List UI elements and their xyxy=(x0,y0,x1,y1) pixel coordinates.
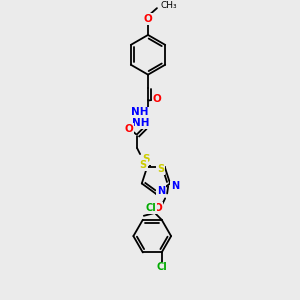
Text: N: N xyxy=(157,186,165,196)
Text: S: S xyxy=(157,164,164,174)
Text: N: N xyxy=(171,182,179,191)
Text: S: S xyxy=(140,160,147,170)
Text: S: S xyxy=(142,154,150,164)
Text: O: O xyxy=(125,124,134,134)
Text: O: O xyxy=(154,203,163,213)
Text: Cl: Cl xyxy=(146,203,156,213)
Text: O: O xyxy=(144,14,152,24)
Text: Cl: Cl xyxy=(156,262,167,272)
Text: NH: NH xyxy=(131,107,149,117)
Text: NH: NH xyxy=(132,118,150,128)
Text: CH₃: CH₃ xyxy=(161,1,178,10)
Text: O: O xyxy=(153,94,161,104)
